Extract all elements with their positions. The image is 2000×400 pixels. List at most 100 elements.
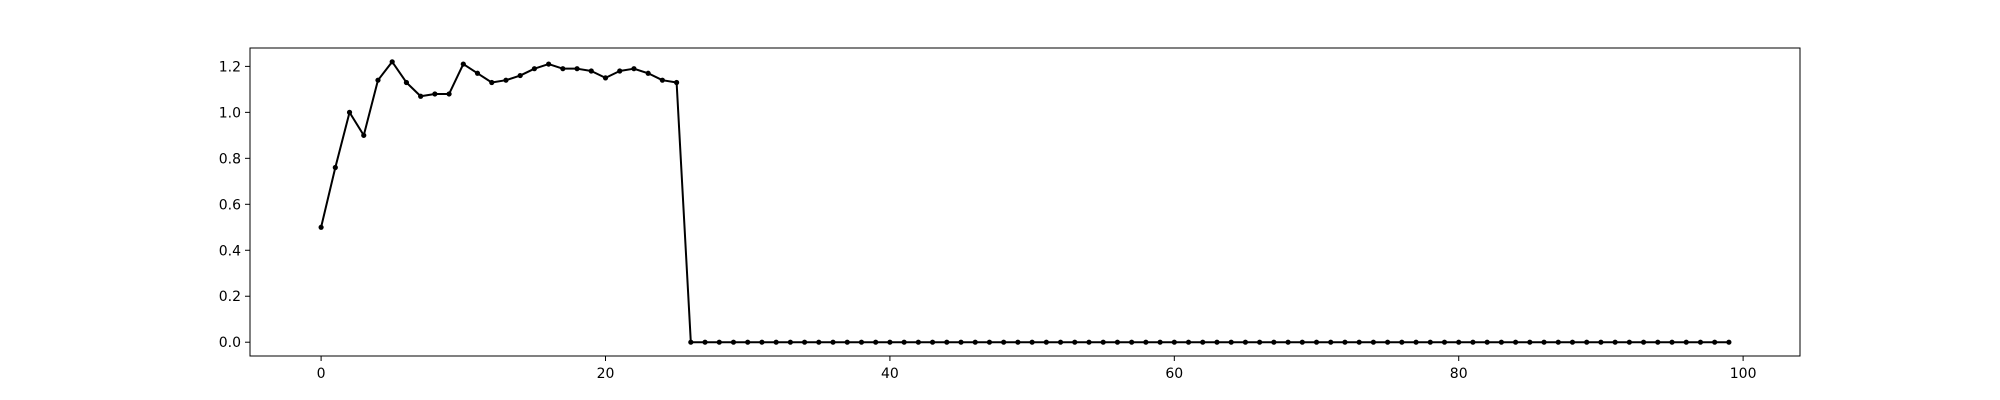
data-point: [460, 61, 466, 67]
data-point: [1484, 339, 1490, 345]
data-point: [1626, 339, 1632, 345]
data-point: [1555, 339, 1561, 345]
data-point: [1057, 339, 1064, 345]
data-point: [745, 339, 751, 345]
data-point: [1200, 339, 1206, 345]
data-point: [403, 79, 410, 86]
x-tick-label: 100: [1730, 366, 1757, 382]
data-point: [887, 339, 893, 345]
data-point: [361, 132, 367, 138]
data-point: [574, 66, 580, 72]
data-point: [702, 339, 708, 345]
data-point: [645, 70, 651, 76]
data-point: [958, 339, 964, 345]
data-point: [1043, 339, 1049, 345]
data-point: [1697, 339, 1704, 345]
data-point: [773, 339, 779, 345]
y-axis: 0.0 0.2 0.4 0.6 0.8 1.0 1.2: [219, 59, 250, 351]
data-point: [1242, 339, 1249, 345]
data-point: [631, 66, 637, 72]
series-line: [320, 60, 1729, 344]
data-point: [531, 66, 538, 72]
data-point: [602, 75, 609, 81]
data-point: [1413, 339, 1419, 345]
data-point: [1370, 339, 1376, 345]
x-tick-label: 0: [317, 366, 326, 382]
data-point: [1015, 339, 1021, 345]
data-point: [588, 68, 594, 74]
data-point: [1313, 339, 1320, 345]
data-point: [1228, 339, 1234, 345]
data-point: [1214, 339, 1220, 345]
data-point: [1114, 339, 1121, 345]
data-point: [759, 339, 765, 345]
data-point: [1072, 339, 1078, 345]
y-tick-label: 0.2: [219, 289, 241, 305]
y-tick-label: 1.2: [219, 59, 241, 75]
data-point: [1185, 339, 1192, 345]
y-tick-label: 0.8: [219, 151, 241, 167]
data-point: [1257, 339, 1263, 345]
data-point: [1640, 339, 1647, 345]
data-point: [1470, 339, 1476, 345]
data-point: [560, 66, 566, 72]
data-point: [1427, 339, 1433, 345]
y-tick-label: 1.0: [219, 105, 241, 121]
data-point: [1029, 339, 1035, 345]
data-point: [474, 70, 481, 76]
data-point: [446, 91, 452, 97]
data-point: [1456, 339, 1462, 345]
data-point: [1726, 339, 1732, 345]
data-point: [332, 164, 338, 171]
plot-frame: [249, 47, 1801, 357]
data-point: [901, 339, 907, 345]
y-tick-label: 0.0: [219, 335, 241, 351]
data-point: [546, 61, 552, 67]
data-point: [730, 339, 737, 345]
data-point: [318, 224, 324, 230]
data-point: [986, 339, 993, 345]
data-point: [503, 77, 509, 83]
data-point: [787, 339, 793, 345]
data-point: [1712, 339, 1718, 345]
x-tick-label: 20: [597, 366, 615, 382]
data-point: [375, 77, 381, 83]
data-point: [517, 72, 523, 79]
data-point: [1157, 339, 1163, 345]
x-axis: 0 20 40 60 80 100: [317, 356, 1757, 382]
x-tick-label: 80: [1450, 366, 1468, 382]
data-point: [972, 339, 978, 345]
data-point: [346, 109, 353, 115]
data-point: [688, 339, 694, 345]
y-tick-label: 0.6: [219, 197, 241, 213]
data-point: [1655, 339, 1661, 345]
data-point: [1001, 339, 1007, 345]
data-point: [1271, 339, 1277, 345]
y-tick-label: 0.4: [219, 243, 241, 259]
data-point: [830, 339, 836, 345]
data-point: [1385, 339, 1391, 345]
data-point: [1584, 339, 1590, 345]
data-point: [716, 339, 722, 345]
data-point: [1328, 339, 1334, 345]
data-point: [1569, 339, 1576, 345]
data-point: [1086, 339, 1092, 345]
data-point: [1612, 339, 1618, 345]
data-point: [1669, 339, 1675, 345]
data-point: [1356, 339, 1362, 345]
data-point: [432, 91, 438, 97]
data-point: [1143, 339, 1149, 345]
data-point: [1100, 339, 1106, 345]
data-point: [1512, 339, 1519, 345]
data-point: [389, 59, 395, 65]
data-point: [659, 77, 665, 83]
data-point: [1598, 339, 1604, 345]
data-point: [816, 339, 822, 345]
data-point: [858, 339, 865, 345]
data-point: [844, 339, 850, 345]
x-tick-label: 60: [1165, 366, 1183, 382]
plot-marks: [318, 59, 1732, 345]
data-point: [1285, 339, 1291, 345]
data-point: [1171, 339, 1177, 345]
